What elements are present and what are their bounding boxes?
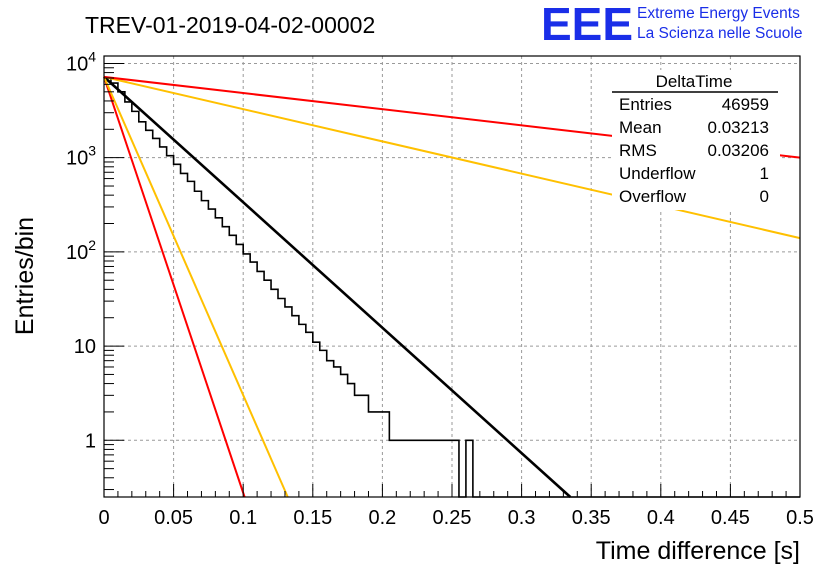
x-tick-label: 0.5 (786, 507, 814, 529)
x-tick-label: 0.3 (508, 507, 536, 529)
eee-logo-line1: Extreme Energy Events (637, 5, 800, 22)
fit-lines (103, 75, 801, 498)
x-tick-label: 0.2 (368, 507, 396, 529)
x-tick-label: 0.15 (293, 507, 332, 529)
stats-label: Underflow (619, 164, 696, 183)
stats-value: 1 (760, 164, 769, 183)
fit-line (103, 75, 572, 498)
x-axis-label: Time difference [s] (596, 537, 800, 565)
x-tick-label: 0.45 (711, 507, 750, 529)
stats-label: Mean (619, 118, 662, 137)
eee-logo: EEE Extreme Energy Events La Scienza nel… (541, 0, 802, 50)
y-axis-label: Entries/bin (11, 217, 39, 335)
fit-line (103, 75, 801, 240)
x-tick-label: 0.1 (229, 507, 257, 529)
stats-value: 0 (760, 187, 769, 206)
stats-label: Entries (619, 95, 672, 114)
x-tick-label: 0 (98, 507, 109, 529)
x-tick-label: 0.35 (572, 507, 611, 529)
fit-line (103, 76, 246, 498)
y-tick-label: 104 (66, 48, 96, 75)
y-tick-label: 1 (85, 430, 96, 452)
eee-logo-line2: La Scienza nelle Scuole (637, 25, 802, 42)
y-axis: 1 10 102 103 104 (66, 48, 124, 491)
stats-box-background (612, 70, 780, 210)
stats-label: Overflow (619, 187, 687, 206)
stats-box-title: DeltaTime (656, 72, 733, 91)
y-tick-label: 10 (74, 336, 96, 358)
x-tick-label: 0.25 (433, 507, 472, 529)
fit-line (103, 76, 289, 498)
plot-title: TREV-01-2019-04-02-00002 (85, 12, 375, 38)
stats-box: DeltaTime Entries 46959 Mean 0.03213 RMS 0.03… (612, 70, 780, 210)
x-tick-label: 0.05 (154, 507, 193, 529)
stats-value: 0.03206 (708, 141, 769, 160)
stats-value: 46959 (722, 95, 769, 114)
eee-logo-text: EEE (541, 0, 633, 50)
y-tick-label: 103 (66, 143, 96, 170)
x-axis: 0 0.05 0.1 0.15 0.2 0.25 0.3 0.35 0.4 0.45 0.5 (98, 484, 814, 529)
y-tick-label: 102 (66, 237, 96, 264)
stats-label: RMS (619, 141, 657, 160)
x-tick-label: 0.4 (647, 507, 675, 529)
stats-value: 0.03213 (708, 118, 769, 137)
stats-box-rows: Entries 46959 Mean 0.03213 RMS 0.03206 Underfl… (619, 95, 769, 206)
